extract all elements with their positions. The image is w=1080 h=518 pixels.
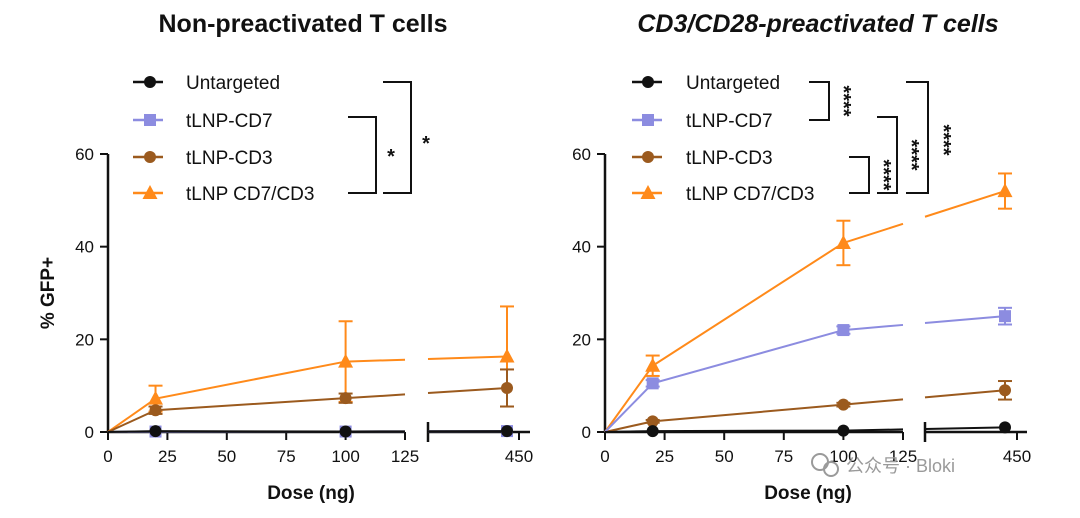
- series-line: [843, 399, 903, 404]
- legend-label: tLNP CD7/CD3: [686, 184, 814, 205]
- x-tick-label: 0: [600, 447, 609, 466]
- data-point: [150, 404, 162, 416]
- legend-label: tLNP-CD3: [186, 148, 273, 169]
- x-tick-label: 0: [103, 447, 112, 466]
- series-line: [843, 224, 903, 243]
- y-tick-label: 0: [85, 423, 94, 442]
- x-tick-label: 75: [774, 447, 793, 466]
- watermark-text: 公众号 · Bloki: [846, 456, 955, 476]
- data-point: [501, 425, 513, 437]
- series-line: [108, 398, 346, 432]
- legend-marker: [144, 76, 156, 88]
- legend-marker: [642, 114, 654, 126]
- legend-marker: [642, 76, 654, 88]
- data-point: [500, 348, 515, 362]
- legend-marker: [144, 114, 156, 126]
- legend-label: tLNP-CD7: [186, 111, 273, 132]
- x-tick-label: 450: [505, 447, 533, 466]
- legend-marker: [144, 151, 156, 163]
- data-point: [647, 377, 659, 389]
- chart-title: Non-preactivated T cells: [159, 10, 448, 38]
- x-tick-label: 75: [277, 447, 296, 466]
- wechat-icon: [812, 454, 828, 470]
- x-tick-label: 50: [217, 447, 236, 466]
- data-point: [998, 183, 1013, 197]
- significance-bracket: [809, 82, 829, 120]
- data-point: [837, 399, 849, 411]
- series-line: [346, 360, 405, 362]
- x-tick-label: 25: [655, 447, 674, 466]
- legend-label: tLNP-CD3: [686, 148, 773, 169]
- x-axis-label: Dose (ng): [764, 483, 852, 504]
- legend-label: Untargeted: [686, 73, 780, 94]
- series-line: [605, 243, 843, 432]
- series-line: [843, 429, 903, 430]
- data-point: [999, 310, 1011, 322]
- y-tick-label: 20: [572, 330, 591, 349]
- data-point: [999, 384, 1011, 396]
- series-line: [925, 316, 1005, 323]
- series-line: [605, 405, 843, 432]
- legend-label: Untargeted: [186, 73, 280, 94]
- chart-title: CD3/CD28-preactivated T cells: [637, 10, 998, 38]
- data-point: [150, 425, 162, 437]
- data-point: [837, 425, 849, 437]
- series-line: [108, 431, 346, 432]
- series-line: [925, 390, 1005, 397]
- x-tick-label: 50: [715, 447, 734, 466]
- significance-bracket: [849, 157, 869, 193]
- chart-panel-1: Non-preactivated T cells 0 20 40 60 % GFP+ 0 25…: [38, 10, 533, 504]
- chart-panel-2: CD3/CD28-preactivated T cells 0 20 40 60 0 25 5…: [572, 10, 1031, 504]
- series-line: [925, 191, 1005, 217]
- series-untargeted: [108, 425, 513, 437]
- data-point: [999, 421, 1011, 433]
- significance-panel-2: **** **** **** ****: [809, 82, 954, 193]
- series-line: [428, 356, 507, 358]
- y-tick-label: 60: [572, 145, 591, 164]
- series-cd7cd3: [605, 173, 1013, 432]
- x-tick-label: 25: [158, 447, 177, 466]
- significance-label: *: [387, 146, 395, 168]
- x-axis-label: Dose (ng): [267, 483, 355, 504]
- series-cd7cd3: [108, 306, 515, 432]
- significance-label: ****: [932, 124, 954, 155]
- series-line: [925, 427, 1005, 429]
- series-line: [108, 362, 346, 432]
- series-cd3: [108, 369, 514, 432]
- significance-label: *: [422, 133, 430, 155]
- series-line: [428, 388, 507, 393]
- y-tick-label: 0: [582, 423, 591, 442]
- significance-bracket: [906, 82, 928, 193]
- series-line: [843, 325, 903, 330]
- significance-panel-1: **: [348, 82, 430, 193]
- y-tick-label: 40: [572, 238, 591, 257]
- series-untargeted: [605, 421, 1011, 437]
- significance-label: ****: [832, 85, 854, 116]
- series-line: [346, 394, 405, 398]
- y-tick-label: 20: [75, 330, 94, 349]
- series-cd3: [605, 381, 1012, 432]
- legend-label: tLNP CD7/CD3: [186, 184, 314, 205]
- y-axis-label: % GFP+: [38, 257, 59, 329]
- data-point: [647, 425, 659, 437]
- x-tick-label: 125: [391, 447, 419, 466]
- x-tick-label: 100: [331, 447, 359, 466]
- legend-marker: [642, 151, 654, 163]
- data-point: [645, 358, 660, 372]
- data-point: [837, 324, 849, 336]
- significance-bracket: [348, 117, 376, 193]
- series-cd7: [605, 308, 1012, 432]
- legend-label: tLNP-CD7: [686, 111, 773, 132]
- data-point: [501, 382, 513, 394]
- x-tick-label: 450: [1003, 447, 1031, 466]
- data-point: [340, 392, 352, 404]
- significance-bracket: [383, 82, 411, 193]
- significance-label: ****: [900, 139, 922, 170]
- y-tick-label: 40: [75, 238, 94, 257]
- data-point: [340, 426, 352, 438]
- y-tick-label: 60: [75, 145, 94, 164]
- significance-label: ****: [872, 159, 894, 190]
